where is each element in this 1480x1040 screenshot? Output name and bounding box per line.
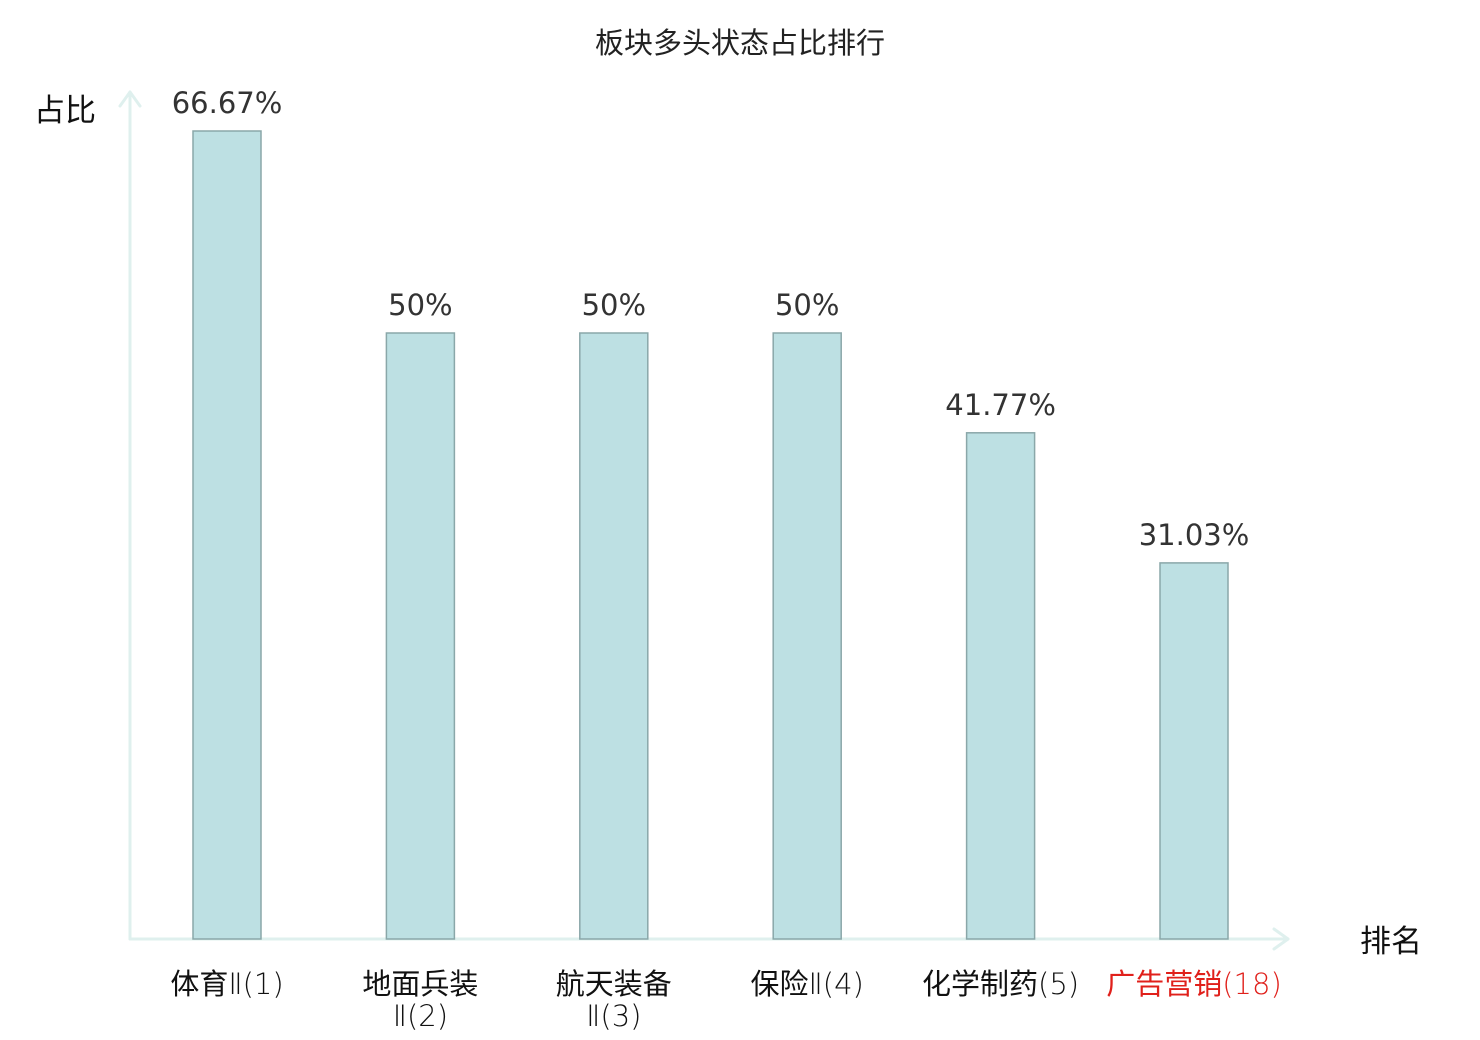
bar [965,432,1036,940]
bars [192,130,1229,940]
x-axis-label: 排名 [1360,924,1422,960]
tick-label-rank: Ⅱ(4) [809,967,864,1001]
value-label: 50% [582,288,646,322]
x-tick-label: 广告营销(18) [1106,967,1282,1001]
x-tick-label: 地面兵装 [362,967,478,1001]
x-tick-label: 保险Ⅱ(4) [751,967,864,1001]
tick-label-rank: Ⅱ(2) [393,999,448,1033]
tick-label-name: 化学制药 [922,967,1038,1001]
bar [192,130,262,940]
bar [772,332,842,940]
bar [579,332,649,940]
tick-label-rank: (18) [1222,967,1282,1001]
value-label: 41.77% [945,388,1056,422]
tick-label-name: 航天装备 [556,967,672,1001]
value-label: 50% [775,288,839,322]
value-label: 31.03% [1139,518,1250,552]
value-labels: 66.67% 50% 50% 50% 41.77% 31.03% [172,86,1250,552]
tick-label-name: 保险 [751,967,809,1001]
tick-label-rank: (5) [1038,967,1079,1001]
tick-label-name: 广告营销 [1106,967,1222,1001]
x-tick-label: 体育Ⅱ(1) [170,967,283,1001]
bar [385,332,456,940]
x-tick-label: Ⅱ(2) [393,999,448,1033]
chart-title: 板块多头状态占比排行 [595,26,885,60]
tick-label-name: 体育 [170,967,228,1001]
y-axis-label: 占比 [34,93,96,129]
value-label: 66.67% [172,86,283,120]
value-label: 50% [388,288,452,322]
tick-label-name: 地面兵装 [362,967,478,1001]
tick-label-rank: Ⅱ(3) [586,999,641,1033]
x-axis-arrow [1272,927,1290,951]
axes [118,90,1290,951]
bar [1159,562,1229,940]
x-tick-label: Ⅱ(3) [586,999,641,1033]
tick-label-rank: Ⅱ(1) [228,967,283,1001]
y-axis-arrow [118,90,142,108]
x-tick-label: 航天装备 [556,967,672,1001]
x-tick-label: 化学制药(5) [922,967,1079,1001]
